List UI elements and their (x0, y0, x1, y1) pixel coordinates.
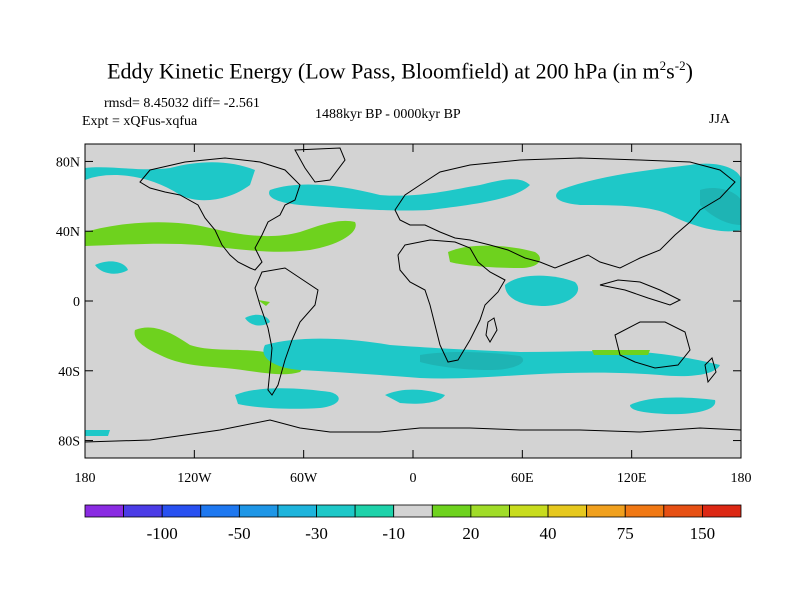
colorbar-swatch (624, 504, 665, 518)
contour-green-mideast (448, 245, 540, 268)
contour-cyan-antarctic (85, 430, 110, 436)
colorbar-swatch (277, 504, 317, 518)
coast-new-zealand (704, 357, 717, 384)
coast-south-america (254, 267, 319, 396)
stats-label: rmsd= 8.45032 diff= -2.561 (104, 96, 260, 111)
colorbar: -100 -50 -30 -10 20 40 75 150 (84, 504, 742, 543)
lon-tick-label: 60E (511, 471, 534, 486)
coast-north-america (139, 157, 301, 271)
coast-antarctica (85, 419, 741, 443)
contour-green-eq (258, 300, 270, 306)
lon-tick-label: 180 (731, 471, 752, 486)
coast-southeast-asia (599, 279, 682, 306)
contour-cyan-na-pacific (85, 162, 255, 201)
colorbar-swatch (123, 504, 163, 518)
period-label: 1488kyr BP - 0000kyr BP (315, 107, 461, 122)
contour-cyan-tropics (505, 275, 579, 306)
colorbar-swatch (84, 504, 124, 518)
contour-green-south-indian (592, 350, 650, 355)
colorbar-label: -10 (382, 524, 405, 543)
coast-eurasia (394, 157, 736, 269)
contour-cyan-atlantic (269, 179, 530, 211)
contour-cyan-asia (556, 163, 741, 232)
lat-tick-label: 80N (56, 155, 80, 170)
lon-tick-label: 0 (410, 471, 417, 486)
contour-green-south-pacific (134, 327, 303, 375)
contour-cyan-far-south-2 (385, 389, 445, 404)
colorbar-swatch (509, 504, 549, 518)
lat-tick-label: 40S (58, 365, 80, 380)
contour-cyan-eq-pacific (245, 314, 270, 326)
colorbar-swatch (354, 504, 395, 518)
coast-australia (614, 321, 691, 369)
contour-green-pacific (85, 220, 356, 252)
colorbar-swatch (393, 504, 433, 518)
colorbar-swatch (470, 504, 510, 518)
lon-tick-label: 60W (290, 471, 318, 486)
colorbar-label: 75 (617, 524, 634, 543)
contour-cyan-small-pacific (95, 261, 128, 274)
lat-tick-label: 0 (73, 295, 80, 310)
colorbar-swatch (431, 504, 472, 518)
colorbar-label: 20 (462, 524, 479, 543)
season-label: JJA (709, 112, 731, 127)
field-layer (85, 144, 741, 458)
colorbar-swatch (200, 504, 240, 518)
coast-greenland (294, 147, 346, 183)
lon-tick-label: 180 (75, 471, 96, 486)
colorbar-swatch (663, 504, 703, 518)
colorbar-swatch (316, 504, 356, 518)
coast-madagascar (485, 317, 498, 343)
colorbar-label: -30 (305, 524, 328, 543)
contour-cyan-far-south-3 (630, 397, 716, 415)
colorbar-swatch (586, 504, 626, 518)
figure-title: Eddy Kinetic Energy (Low Pass, Bloomfiel… (107, 58, 693, 84)
lon-tick-label: 120E (617, 471, 647, 486)
lat-tick-label: 40N (56, 225, 80, 240)
colorbar-swatch (702, 504, 742, 518)
colorbar-label: -50 (228, 524, 251, 543)
colorbar-swatch (161, 504, 202, 518)
colorbar-label: 40 (540, 524, 557, 543)
colorbar-label: 150 (690, 524, 716, 543)
colorbar-label: -100 (147, 524, 178, 543)
lon-tick-label: 120W (177, 471, 212, 486)
colorbar-swatch (547, 504, 588, 518)
coast-africa (397, 239, 506, 363)
contour-cyan-far-south-1 (235, 388, 339, 409)
lat-tick-label: 80S (58, 435, 80, 450)
colorbar-swatch (238, 504, 279, 518)
contour-teal-pacific (700, 188, 741, 225)
axis-ticks: 80N 40N 0 40S 80S 180 120W 60W 0 60E 120E 180 (56, 144, 752, 486)
experiment-label: Expt = xQFus-xqfua (82, 114, 198, 129)
coastlines (85, 147, 741, 443)
